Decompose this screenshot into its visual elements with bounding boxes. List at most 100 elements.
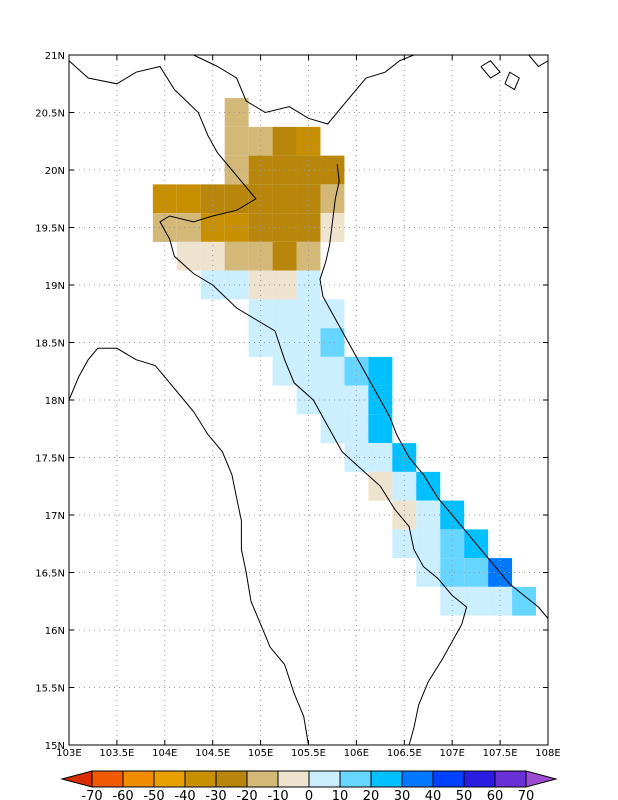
grid-cell [368,443,393,472]
grid-cell [248,328,273,357]
grid-cell [296,328,321,357]
colorbar-box [122,770,155,788]
lon-label: 107E [439,748,464,759]
colorbar-label: -70 [81,789,102,800]
lat-label: 20.5N [35,109,65,120]
colorbar-max-triangle [525,770,558,788]
grid-cell [248,184,273,214]
colorbar-label: -10 [267,789,288,800]
grid-cell [248,241,273,271]
colorbar-box [432,770,465,788]
lat-label: 16.5N [35,569,65,580]
grid-cell [272,126,297,156]
colorbar-box [277,770,310,788]
grid-cell [200,184,225,214]
grid-cell [416,529,441,559]
lat-label: 17.5N [35,454,65,465]
colorbar-box [184,770,217,788]
colorbar-min-triangle [60,770,93,788]
grid-cell [320,414,345,444]
axis-ticks: 103E 103.5E 104E 104.5E 105E 105.5E 106E 106.5E… [35,51,560,759]
colorbar-box [339,770,372,788]
grid-cell [320,328,345,357]
colorbar-box [91,770,124,788]
colorbar-box [494,770,527,788]
lat-label: 15.5N [35,684,65,695]
grid-cell [320,213,345,242]
grid-cell [296,299,321,329]
grid-cell [488,586,513,616]
grid-cell [464,586,489,616]
grid-cell [320,385,345,415]
island-outline [504,71,520,91]
grid-cell [440,558,465,587]
grid-cell [272,184,297,214]
grid-cell [344,443,369,472]
grid-cell [200,241,225,271]
colorbar-label: 60 [487,789,504,800]
coastline-north [193,54,415,125]
colorbar-label: 30 [394,789,411,800]
lat-label: 19N [45,281,65,292]
grid-cell [224,155,249,185]
grid-cell [440,529,465,559]
grid-cell [176,241,201,271]
grid-cell [176,213,201,242]
grid-cell [416,471,441,501]
lat-label: 19.5N [35,224,65,235]
colorbar-label: -20 [236,789,257,800]
grid-cell [224,213,249,242]
border-line [68,60,468,746]
grid-cell [464,558,489,587]
grid-cell [368,356,393,386]
coastline [319,164,549,619]
grid-cell [344,356,369,386]
colorbar-label: 70 [518,789,535,800]
grid-cell [440,586,465,616]
grid-cell [416,500,441,530]
island-outline [480,60,501,79]
colorbar-label: 40 [425,789,442,800]
lon-label: 106E [344,748,369,759]
grid-cell [392,529,417,559]
colorbar-box [246,770,279,788]
grid-cell [344,414,369,444]
colorbar: -70 -60 -50 -40 -30 -20 -10 0 10 20 30 40 50 60 70 [60,770,558,800]
grid-cell [224,126,249,156]
colorbar-box [215,770,248,788]
grid-cell [224,98,249,127]
colorbar-label: 0 [305,789,313,800]
grid-cell [248,299,273,329]
lon-label: 105.5E [291,748,326,759]
grid-cell [296,356,321,386]
grid-cell [248,126,273,156]
lon-label: 103.5E [99,748,134,759]
lon-label: 108E [535,748,560,759]
colorbar-label: 20 [363,789,380,800]
colorbar-label: -30 [205,789,226,800]
grid-cell [272,241,297,271]
colorbar-label: -50 [143,789,164,800]
colorbar-box [370,770,403,788]
grid-cell [296,184,321,214]
grid-cell [320,356,345,386]
grid-cell [176,184,201,214]
colorbar-label: -60 [112,789,133,800]
lon-label: 106.5E [387,748,422,759]
lat-label: 18N [45,396,65,407]
grid-cell [296,241,321,271]
lat-label: 18.5N [35,339,65,350]
lon-label: 104E [152,748,177,759]
grid-cell [248,213,273,242]
lon-label: 103E [56,748,81,759]
grid-cell [296,126,321,156]
lon-label: 105E [248,748,273,759]
lat-label: 15N [45,741,65,752]
lat-lon-grid [69,55,548,745]
grid-cell [224,184,249,214]
colorbar-box [463,770,496,788]
lat-label: 16N [45,626,65,637]
grid-cell [224,270,249,300]
grid-cell [272,299,297,329]
